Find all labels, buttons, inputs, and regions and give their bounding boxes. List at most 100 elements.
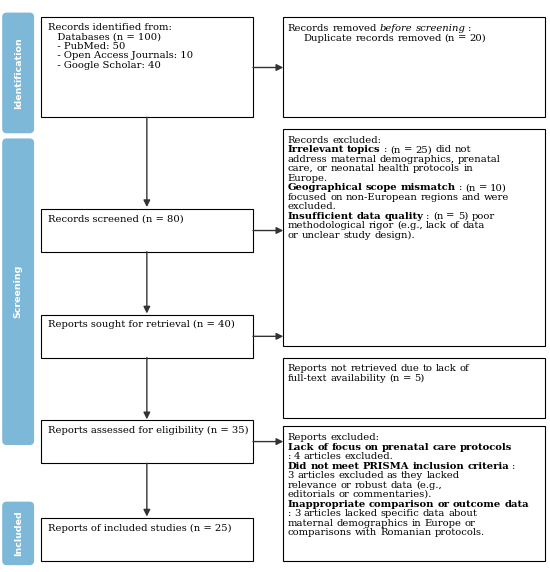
Text: =: = bbox=[458, 34, 466, 42]
Text: about: about bbox=[448, 509, 477, 518]
Text: meet: meet bbox=[332, 462, 360, 471]
Text: data: data bbox=[423, 509, 446, 518]
Text: Records: Records bbox=[288, 24, 329, 33]
Text: - Google Scholar: 40: - Google Scholar: 40 bbox=[48, 61, 161, 70]
Bar bbox=[283, 17, 544, 117]
Text: :: : bbox=[288, 452, 291, 461]
Text: Reports sought for retrieval (n = 40): Reports sought for retrieval (n = 40) bbox=[48, 320, 235, 329]
Text: in: in bbox=[412, 519, 421, 527]
Text: Lack: Lack bbox=[288, 443, 314, 451]
Text: focus: focus bbox=[332, 443, 361, 451]
Text: 3: 3 bbox=[288, 471, 294, 480]
Text: maternal: maternal bbox=[331, 154, 376, 164]
Text: data: data bbox=[356, 212, 381, 221]
Text: Records identified from:: Records identified from: bbox=[48, 23, 172, 32]
Text: lack: lack bbox=[436, 364, 456, 374]
Bar bbox=[41, 315, 253, 358]
Text: Romanian: Romanian bbox=[380, 528, 432, 537]
Text: (e.g.,: (e.g., bbox=[416, 480, 442, 490]
Text: poor: poor bbox=[471, 212, 494, 221]
Text: care,: care, bbox=[288, 164, 314, 173]
Text: :: : bbox=[288, 509, 291, 518]
Text: excluded.: excluded. bbox=[345, 452, 394, 461]
Text: 4: 4 bbox=[294, 452, 301, 461]
Text: protocols.: protocols. bbox=[434, 528, 485, 537]
Text: =: = bbox=[403, 374, 411, 383]
Text: excluded:: excluded: bbox=[331, 433, 380, 442]
Text: =: = bbox=[478, 183, 487, 192]
Text: retrieved: retrieved bbox=[350, 364, 397, 374]
Text: not: not bbox=[331, 364, 347, 374]
Text: health: health bbox=[378, 164, 410, 173]
Text: data: data bbox=[390, 480, 413, 490]
Text: lack: lack bbox=[426, 221, 447, 230]
Text: robust: robust bbox=[355, 480, 387, 490]
Text: - Open Access Journals: 10: - Open Access Journals: 10 bbox=[48, 51, 193, 61]
Text: protocols: protocols bbox=[413, 164, 460, 173]
Text: mismatch: mismatch bbox=[400, 183, 455, 192]
Text: Identification: Identification bbox=[14, 37, 23, 109]
Text: or: or bbox=[288, 231, 299, 240]
Bar bbox=[283, 426, 544, 561]
Text: or: or bbox=[438, 499, 450, 509]
Text: 5): 5) bbox=[414, 374, 425, 383]
Text: articles: articles bbox=[297, 471, 335, 480]
Text: rigor: rigor bbox=[368, 221, 394, 230]
Text: commentaries).: commentaries). bbox=[353, 490, 432, 499]
Text: inclusion: inclusion bbox=[412, 462, 464, 471]
Text: Databases (n = 100): Databases (n = 100) bbox=[48, 33, 161, 41]
Text: neonatal: neonatal bbox=[331, 164, 375, 173]
Text: excluded: excluded bbox=[338, 471, 384, 480]
Text: outcome: outcome bbox=[453, 499, 501, 509]
Text: or: or bbox=[317, 164, 327, 173]
Text: comparison: comparison bbox=[369, 499, 434, 509]
Text: data: data bbox=[504, 499, 529, 509]
Text: as: as bbox=[387, 471, 398, 480]
Text: were: were bbox=[484, 193, 509, 201]
FancyBboxPatch shape bbox=[2, 502, 34, 565]
Text: availability: availability bbox=[330, 374, 386, 383]
Text: relevance: relevance bbox=[288, 480, 337, 490]
Text: 10): 10) bbox=[490, 183, 507, 192]
Text: demographics,: demographics, bbox=[379, 154, 455, 164]
Text: Screening: Screening bbox=[14, 265, 23, 319]
Text: address: address bbox=[288, 154, 327, 164]
Text: PRISMA: PRISMA bbox=[363, 462, 410, 471]
Text: :: : bbox=[426, 212, 430, 221]
Text: due: due bbox=[400, 364, 419, 374]
Text: study: study bbox=[343, 231, 371, 240]
Bar bbox=[41, 420, 253, 463]
Text: did: did bbox=[435, 145, 452, 154]
Text: care: care bbox=[432, 443, 456, 451]
Bar bbox=[41, 518, 253, 561]
Text: and: and bbox=[462, 193, 481, 201]
Text: excluded:: excluded: bbox=[332, 136, 381, 145]
Text: lacked: lacked bbox=[426, 471, 459, 480]
Text: specific: specific bbox=[381, 509, 420, 518]
Text: Records screened (n = 80): Records screened (n = 80) bbox=[48, 214, 184, 224]
Text: methodological: methodological bbox=[288, 221, 366, 230]
Text: :: : bbox=[469, 24, 472, 33]
Text: of: of bbox=[459, 364, 469, 374]
Text: of: of bbox=[450, 221, 460, 230]
Text: of: of bbox=[317, 443, 328, 451]
Bar bbox=[41, 17, 253, 117]
Text: Duplicate: Duplicate bbox=[303, 34, 352, 42]
Text: before: before bbox=[379, 24, 412, 33]
Text: comparisons: comparisons bbox=[288, 528, 352, 537]
Text: lacked: lacked bbox=[345, 509, 378, 518]
Text: on: on bbox=[330, 193, 343, 201]
Text: (n: (n bbox=[433, 212, 443, 221]
Text: Reports assessed for eligibility (n = 35): Reports assessed for eligibility (n = 35… bbox=[48, 426, 249, 435]
Bar bbox=[283, 358, 544, 418]
Text: records: records bbox=[355, 34, 394, 42]
Text: Europe: Europe bbox=[425, 519, 461, 527]
Text: 5): 5) bbox=[458, 212, 468, 221]
Text: - PubMed: 50: - PubMed: 50 bbox=[48, 42, 125, 51]
Text: maternal: maternal bbox=[288, 519, 334, 527]
Text: data: data bbox=[463, 221, 485, 230]
Text: focused: focused bbox=[288, 193, 327, 201]
Text: scope: scope bbox=[366, 183, 397, 192]
Text: (n: (n bbox=[444, 34, 455, 42]
Text: or: or bbox=[340, 480, 351, 490]
